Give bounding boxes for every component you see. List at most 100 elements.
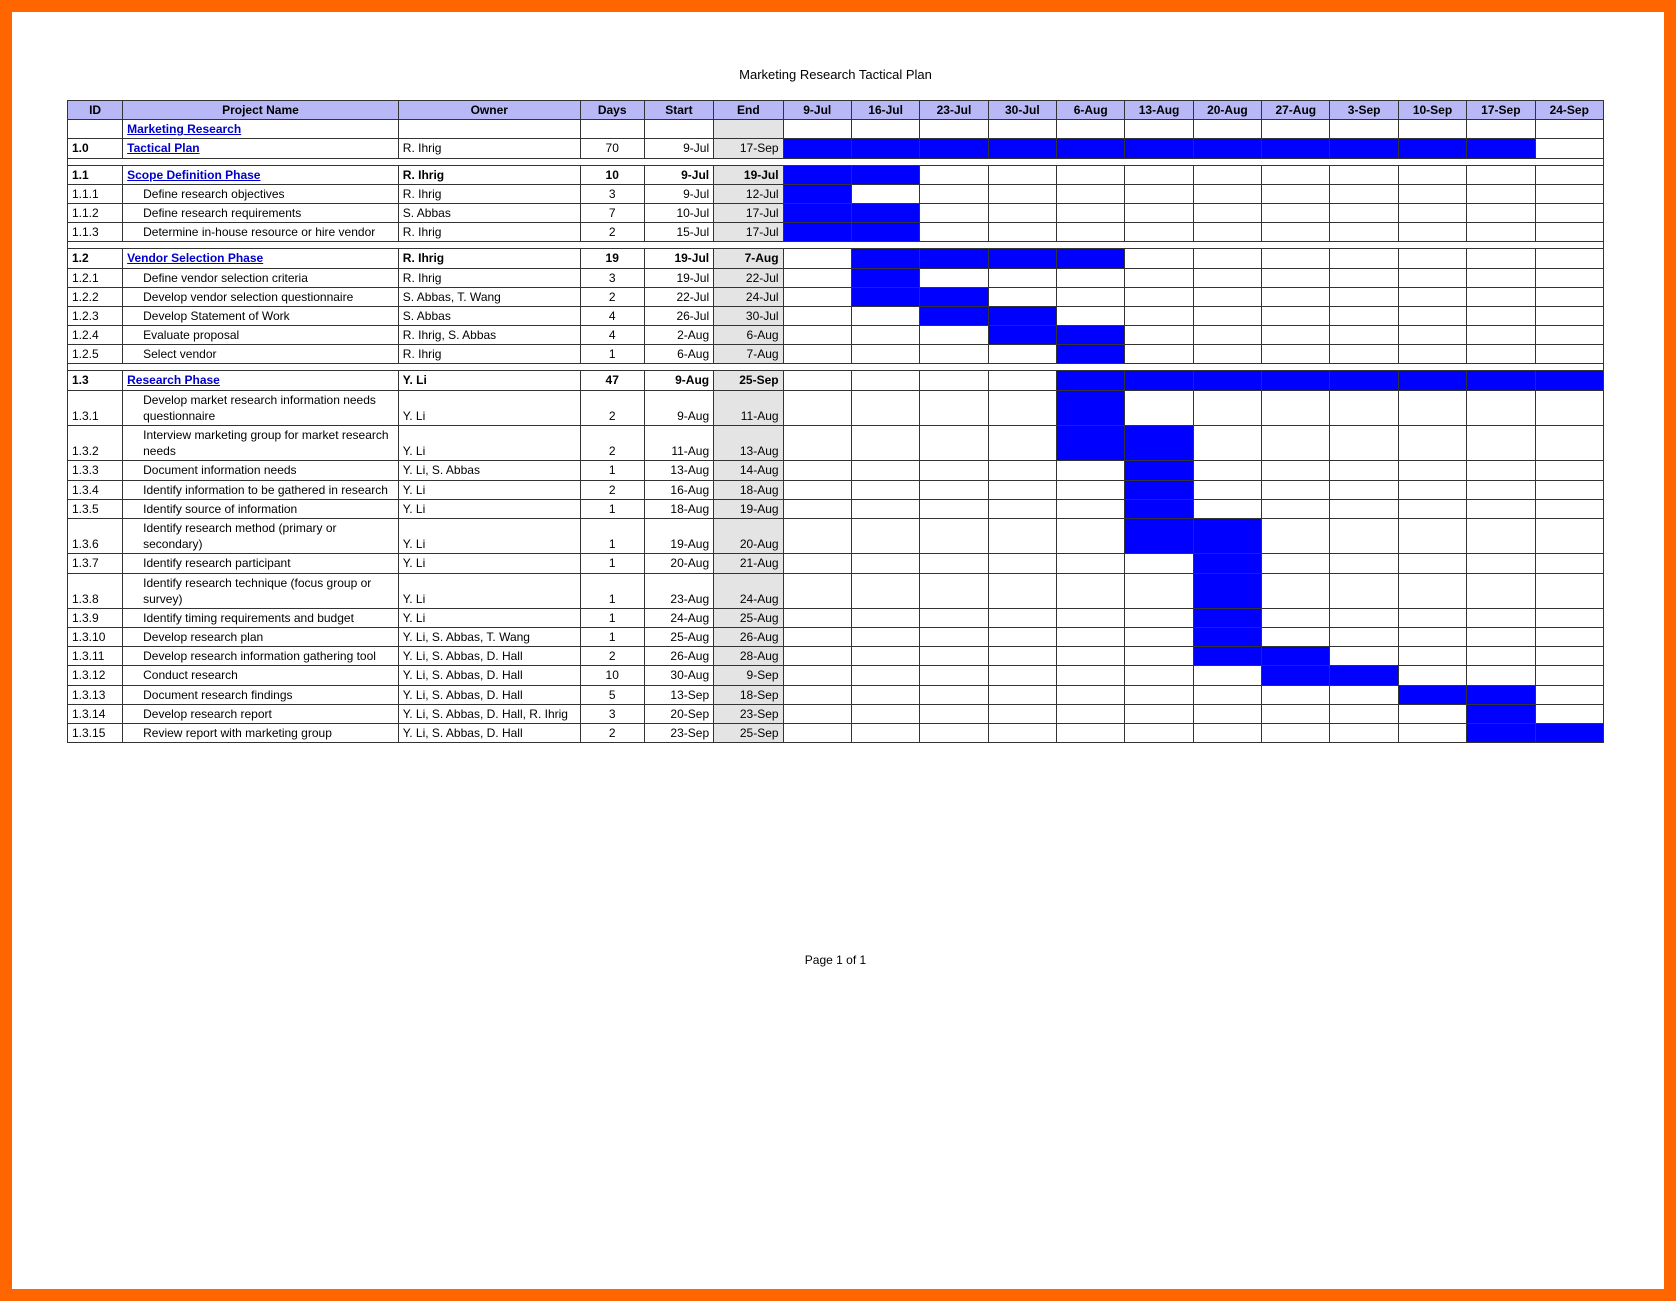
table-row — [68, 364, 1604, 371]
cell-name: Determine in-house resource or hire vend… — [123, 223, 399, 242]
cell-name: Document research findings — [123, 685, 399, 704]
cell-end: 14-Aug — [714, 461, 783, 480]
cell-end: 23-Sep — [714, 704, 783, 723]
gantt-cell — [1535, 518, 1603, 553]
gantt-cell — [1535, 666, 1603, 685]
cell-days: 1 — [580, 628, 644, 647]
gantt-cell — [920, 326, 988, 345]
cell-start: 26-Aug — [644, 647, 713, 666]
gantt-cell — [920, 371, 988, 390]
gantt-cell — [1467, 268, 1535, 287]
gantt-cell — [1125, 326, 1193, 345]
gantt-cell — [1193, 345, 1261, 364]
gantt-cell — [920, 426, 988, 461]
gantt-cell — [1193, 390, 1261, 425]
gantt-cell — [1057, 203, 1125, 222]
gantt-cell — [1467, 120, 1535, 139]
cell-id: 1.3.13 — [68, 685, 123, 704]
gantt-cell — [1330, 139, 1398, 158]
gantt-cell — [1125, 608, 1193, 627]
cell-owner: R. Ihrig, S. Abbas — [398, 326, 580, 345]
gantt-cell — [988, 704, 1056, 723]
gantt-cell — [920, 554, 988, 573]
gantt-cell — [1398, 306, 1466, 325]
document-title: Marketing Research Tactical Plan — [67, 67, 1604, 82]
cell-days: 7 — [580, 203, 644, 222]
cell-start: 9-Jul — [644, 184, 713, 203]
gantt-cell — [1125, 499, 1193, 518]
cell-owner: Y. Li, S. Abbas, D. Hall, R. Ihrig — [398, 704, 580, 723]
gantt-cell — [1057, 249, 1125, 268]
cell-days: 2 — [580, 426, 644, 461]
gantt-cell — [1193, 184, 1261, 203]
cell-start: 15-Jul — [644, 223, 713, 242]
gantt-cell — [783, 461, 851, 480]
gantt-cell — [1193, 573, 1261, 608]
col-start: Start — [644, 101, 713, 120]
gantt-cell — [920, 120, 988, 139]
gantt-cell — [988, 371, 1056, 390]
gantt-cell — [1467, 499, 1535, 518]
gantt-cell — [1193, 287, 1261, 306]
gantt-cell — [1193, 426, 1261, 461]
gantt-cell — [1330, 249, 1398, 268]
cell-owner: R. Ihrig — [398, 165, 580, 184]
cell-owner: Y. Li — [398, 518, 580, 553]
gantt-cell — [988, 480, 1056, 499]
gantt-cell — [1398, 165, 1466, 184]
gantt-cell — [1057, 139, 1125, 158]
gantt-cell — [1057, 647, 1125, 666]
cell-days: 1 — [580, 461, 644, 480]
gantt-cell — [783, 287, 851, 306]
cell-name: Select vendor — [123, 345, 399, 364]
cell-name: Define research objectives — [123, 184, 399, 203]
col-week: 9-Jul — [783, 101, 851, 120]
gantt-cell — [1467, 139, 1535, 158]
cell-name: Identify research technique (focus group… — [123, 573, 399, 608]
cell-end: 24-Aug — [714, 573, 783, 608]
cell-end: 7-Aug — [714, 345, 783, 364]
cell-owner — [398, 120, 580, 139]
gantt-cell — [1057, 628, 1125, 647]
header-row: ID Project Name Owner Days Start End 9-J… — [68, 101, 1604, 120]
cell-name: Tactical Plan — [123, 139, 399, 158]
cell-days: 2 — [580, 480, 644, 499]
cell-days: 2 — [580, 287, 644, 306]
cell-days: 47 — [580, 371, 644, 390]
gantt-cell — [988, 628, 1056, 647]
cell-id: 1.3.15 — [68, 724, 123, 743]
gantt-cell — [1535, 573, 1603, 608]
gantt-cell — [1057, 326, 1125, 345]
gantt-cell — [783, 371, 851, 390]
table-row: 1.3.4Identify information to be gathered… — [68, 480, 1604, 499]
gantt-cell — [988, 461, 1056, 480]
cell-id: 1.3.5 — [68, 499, 123, 518]
gantt-cell — [851, 268, 919, 287]
gantt-cell — [1125, 223, 1193, 242]
gantt-cell — [1262, 518, 1330, 553]
cell-start: 25-Aug — [644, 628, 713, 647]
gantt-cell — [1535, 371, 1603, 390]
gantt-cell — [1398, 249, 1466, 268]
gantt-cell — [1330, 426, 1398, 461]
gantt-cell — [851, 203, 919, 222]
gantt-cell — [1535, 165, 1603, 184]
gantt-cell — [1193, 685, 1261, 704]
cell-end: 25-Sep — [714, 724, 783, 743]
gantt-cell — [1125, 268, 1193, 287]
gantt-cell — [988, 139, 1056, 158]
cell-days: 10 — [580, 666, 644, 685]
gantt-cell — [1193, 666, 1261, 685]
gantt-cell — [1125, 345, 1193, 364]
cell-name: Develop vendor selection questionnaire — [123, 287, 399, 306]
cell-start: 23-Aug — [644, 573, 713, 608]
gantt-cell — [1535, 628, 1603, 647]
gantt-cell — [1330, 628, 1398, 647]
cell-id: 1.1.3 — [68, 223, 123, 242]
cell-owner: Y. Li — [398, 480, 580, 499]
gantt-cell — [783, 165, 851, 184]
gantt-cell — [1535, 608, 1603, 627]
gantt-cell — [783, 554, 851, 573]
gantt-cell — [1193, 480, 1261, 499]
gantt-cell — [1467, 518, 1535, 553]
